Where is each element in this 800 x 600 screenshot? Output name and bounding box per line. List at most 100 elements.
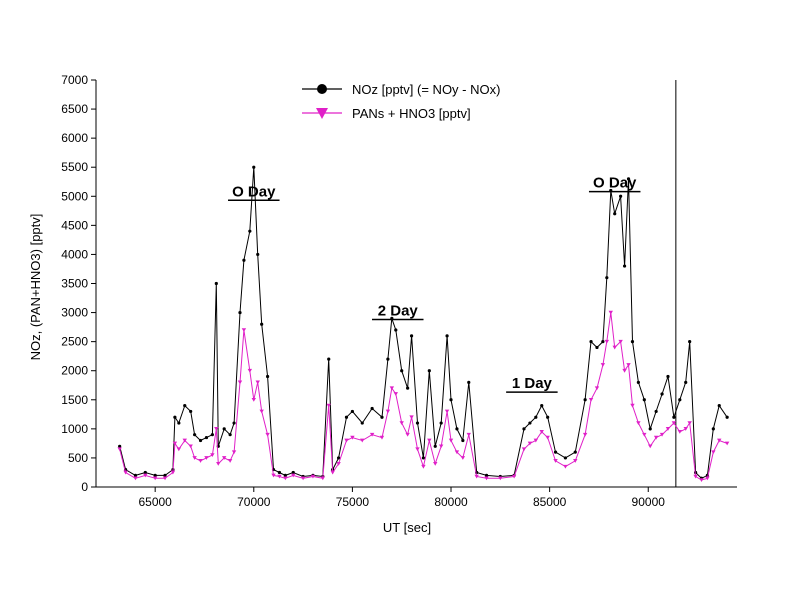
- data-point: [153, 473, 157, 477]
- y-tick-label: 6000: [61, 131, 88, 145]
- data-point: [228, 433, 232, 437]
- data-point: [210, 453, 215, 458]
- data-point: [455, 427, 459, 431]
- x-tick-label: 75000: [336, 495, 370, 509]
- data-point: [687, 421, 692, 426]
- data-point: [344, 438, 349, 443]
- data-point: [252, 165, 256, 169]
- data-point: [699, 478, 704, 483]
- data-point: [133, 473, 138, 477]
- data-point: [522, 427, 526, 431]
- data-point: [277, 474, 282, 479]
- data-point: [427, 438, 432, 443]
- data-point: [630, 403, 635, 408]
- data-point: [467, 380, 471, 384]
- x-tick-label: 65000: [138, 495, 172, 509]
- data-point: [677, 429, 683, 434]
- data-point: [399, 421, 404, 426]
- data-point: [445, 334, 449, 338]
- data-point: [421, 456, 426, 460]
- data-point: [642, 398, 646, 402]
- data-point: [238, 310, 242, 315]
- x-tick-label: 90000: [632, 495, 666, 509]
- data-point: [521, 447, 527, 452]
- data-point: [380, 415, 384, 419]
- legend-triangle-marker: [316, 108, 328, 119]
- legend-label: PANs + HNO3 [pptv]: [352, 106, 471, 121]
- data-point: [247, 368, 253, 373]
- data-point: [393, 392, 398, 396]
- data-point: [660, 392, 664, 396]
- data-point: [545, 435, 550, 440]
- data-point: [642, 432, 647, 437]
- data-point: [573, 450, 577, 454]
- data-point: [534, 415, 538, 419]
- data-point: [300, 476, 306, 481]
- data-point: [326, 403, 331, 408]
- annotation-label: 1 Day: [512, 375, 553, 392]
- data-point: [204, 456, 209, 460]
- data-point: [415, 421, 420, 425]
- data-point: [170, 470, 176, 475]
- data-point: [582, 432, 588, 437]
- data-point: [622, 368, 627, 373]
- data-point: [172, 441, 178, 446]
- data-point: [260, 322, 264, 326]
- data-point: [448, 438, 454, 443]
- data-point: [330, 470, 335, 475]
- data-point: [553, 459, 558, 463]
- data-point: [227, 459, 233, 463]
- data-point: [143, 473, 148, 478]
- legend-circle-marker: [317, 84, 327, 94]
- x-tick-label: 85000: [533, 495, 567, 509]
- data-point: [605, 276, 609, 280]
- data-point: [454, 450, 460, 455]
- data-point: [409, 334, 414, 338]
- axes: 0 500 1000 1500 2000 2500 3000 3500 4000 4500 5000…: [61, 73, 737, 509]
- data-point: [528, 421, 532, 425]
- legend: NOz [pptv] (= NOy - NOx) PANs + HNO3 [ppt…: [302, 82, 500, 121]
- data-point: [460, 456, 466, 460]
- data-point: [683, 427, 688, 431]
- data-point: [705, 476, 710, 481]
- data-point: [216, 461, 221, 466]
- x-tick-label: 70000: [237, 495, 271, 509]
- y-tick-label: 5500: [61, 160, 88, 174]
- annotation-label: O Day: [232, 183, 276, 200]
- data-point: [242, 258, 246, 262]
- data-point: [461, 438, 465, 443]
- series-layer: [117, 165, 730, 483]
- y-tick-label: 4000: [61, 247, 88, 261]
- data-point: [421, 464, 426, 469]
- data-point: [237, 380, 243, 385]
- data-point: [193, 433, 197, 437]
- data-point: [533, 438, 539, 443]
- data-point: [320, 476, 326, 481]
- data-point: [427, 369, 431, 373]
- data-point: [192, 456, 197, 460]
- data-point: [379, 435, 385, 440]
- data-point: [327, 357, 331, 361]
- data-point: [255, 380, 260, 385]
- series-line: [119, 167, 728, 479]
- data-point: [511, 474, 517, 479]
- data-point: [563, 464, 568, 469]
- data-point: [210, 433, 214, 437]
- data-point: [688, 340, 692, 344]
- y-tick-label: 1500: [61, 393, 88, 407]
- data-point: [622, 264, 627, 268]
- data-point: [409, 415, 414, 420]
- data-point: [283, 476, 288, 481]
- data-point: [678, 398, 682, 402]
- y-tick-label: 1000: [61, 422, 88, 436]
- data-point: [636, 380, 640, 384]
- data-point: [310, 474, 316, 479]
- data-point: [618, 339, 623, 344]
- data-point: [291, 470, 295, 475]
- data-point: [123, 470, 128, 475]
- data-point: [626, 177, 631, 181]
- data-point: [259, 409, 264, 414]
- data-point: [693, 474, 698, 479]
- data-point: [143, 470, 147, 475]
- data-point: [344, 415, 349, 419]
